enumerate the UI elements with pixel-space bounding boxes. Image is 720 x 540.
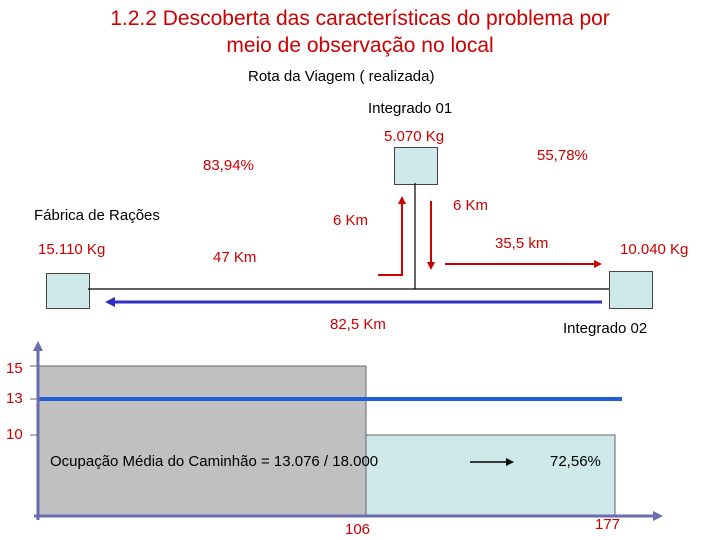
fabrica-node xyxy=(46,273,90,309)
integrado02-label: Integrado 02 xyxy=(563,320,648,337)
load-bar-2 xyxy=(365,434,616,517)
integrado01-weight: 5.070 Kg xyxy=(384,128,445,145)
arrow-to-integrado01 xyxy=(378,196,406,276)
load-bar-1 xyxy=(37,365,367,517)
x-tick-label-177: 177 xyxy=(595,516,621,533)
y-tick-label-15: 15 xyxy=(6,360,23,377)
integrado02-weight: 10.040 Kg xyxy=(620,241,689,258)
integrado01-label: Integrado 01 xyxy=(368,100,453,117)
route-subtitle: Rota da Viagem ( realizada) xyxy=(248,68,435,85)
occupancy-label: Ocupação Média do Caminhão = 13.076 / 18… xyxy=(50,453,379,470)
integrado02-node xyxy=(609,271,653,309)
y-tick-label-10: 10 xyxy=(6,426,23,443)
distance-return: 82,5 Km xyxy=(330,316,386,333)
page-title: 1.2.2 Descoberta das características do … xyxy=(0,5,720,59)
distance-6km-left: 6 Km xyxy=(333,212,369,229)
fabrica-label: Fábrica de Rações xyxy=(34,207,160,224)
title-line-2: meio de observação no local xyxy=(226,34,494,57)
x-tick-label-106: 106 xyxy=(345,521,371,538)
integrado01-pct: 55,78% xyxy=(537,147,588,164)
y-tick-label-13: 13 xyxy=(6,390,23,407)
distance-6km-right: 6 Km xyxy=(453,197,489,214)
integrado01-node xyxy=(394,147,438,185)
fabrica-pct: 83,94% xyxy=(203,157,254,174)
title-line-1: 1.2.2 Descoberta das características do … xyxy=(110,7,610,30)
occupancy-result: 72,56% xyxy=(550,453,601,470)
fabrica-weight: 15.110 Kg xyxy=(38,241,106,258)
distance-35km: 35,5 km xyxy=(495,235,549,252)
distance-47km: 47 Km xyxy=(213,249,257,266)
